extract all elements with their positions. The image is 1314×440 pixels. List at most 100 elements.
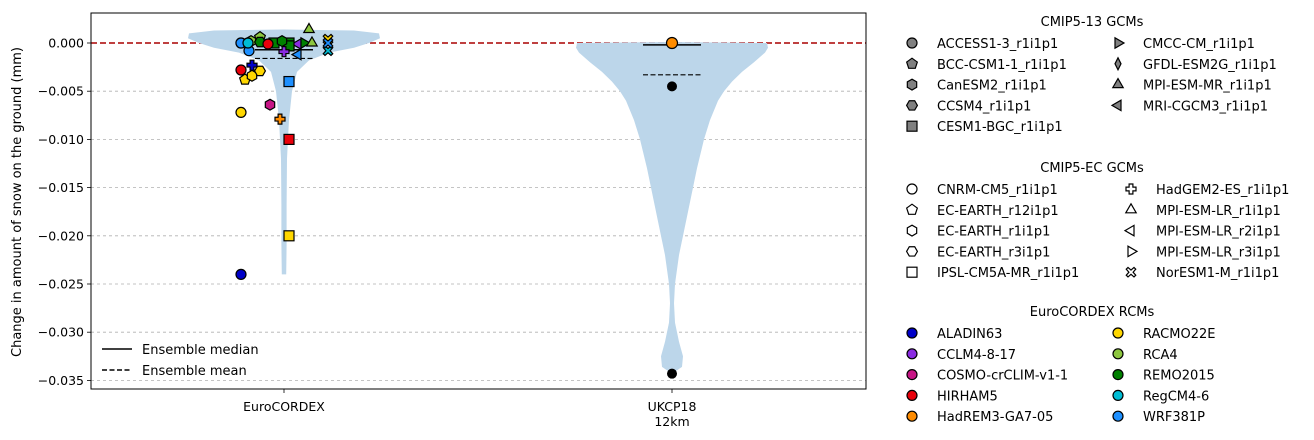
data-point [667, 368, 677, 379]
legend-label: MPI-ESM-LR_r1i1p1 [1156, 204, 1281, 219]
legend-label: RCA4 [1143, 348, 1178, 363]
legend-label: REMO2015 [1143, 369, 1215, 384]
legend-marker [905, 203, 919, 215]
data-point [667, 81, 677, 92]
violin-0 [188, 29, 380, 275]
legend-marker [905, 246, 919, 257]
y-tick-label: −0.010 [38, 132, 84, 147]
gridlines [91, 42, 866, 381]
y-tick-label: −0.020 [38, 228, 84, 243]
stats-legend-label: Ensemble mean [142, 364, 247, 379]
legend-label: RACMO22E [1143, 327, 1215, 342]
legend-marker [906, 78, 918, 91]
legend-label: RegCM4-6 [1143, 389, 1209, 404]
legend-label: EC-EARTH_r12i1p1 [937, 204, 1059, 219]
axes: 0.000 −0.005 −0.010 −0.015 −0.020 −0.025 −0.03… [38, 12, 867, 429]
legend-label: EC-EARTH_r1i1p1 [937, 225, 1050, 240]
legend-label: CESM1-BGC_r1i1p1 [937, 120, 1063, 135]
legend-label: ACCESS1-3_r1i1p1 [937, 37, 1058, 52]
y-tick-label: −0.015 [38, 180, 84, 195]
data-point [276, 34, 288, 48]
legend-marker [1112, 410, 1124, 422]
stats-legend: Ensemble median Ensemble mean [102, 343, 259, 379]
legend-label: CNRM-CM5_r1i1p1 [937, 183, 1058, 198]
data-point [274, 113, 286, 125]
data-point [264, 98, 276, 111]
legend-marker [1112, 327, 1124, 339]
legend-label: CanESM2_r1i1p1 [937, 79, 1047, 94]
data-point [235, 106, 247, 119]
data-point [235, 268, 247, 280]
y-axis-label: Change in amount of snow on the ground (… [10, 47, 25, 357]
data-point [290, 48, 302, 61]
data-point [665, 36, 679, 50]
legend-marker [1110, 99, 1122, 112]
legend-title: CMIP5-EC GCMs [1040, 161, 1144, 176]
legend-marker [1127, 245, 1139, 258]
x-tick-label: UKCP18 [648, 399, 697, 414]
legend-marker [1112, 369, 1124, 381]
legend-marker [906, 369, 918, 381]
legend-label: HadGEM2-ES_r1i1p1 [1156, 183, 1289, 198]
legend-marker [906, 183, 918, 195]
plot-frame [90, 12, 867, 390]
legend-label: CCSM4_r1i1p1 [937, 99, 1031, 114]
legend-title: CMIP5-13 GCMs [1041, 15, 1144, 30]
violin-1 [576, 42, 768, 374]
data-point [253, 65, 267, 77]
legend-label: EC-EARTH_r3i1p1 [937, 245, 1050, 260]
legend-marker [1114, 56, 1122, 72]
legend-label: MPI-ESM-MR_r1i1p1 [1143, 79, 1272, 94]
legend-label: IPSL-CM5A-MR_r1i1p1 [937, 266, 1079, 281]
legend-label: CMCC-CM_r1i1p1 [1143, 37, 1255, 52]
legend-marker [906, 266, 918, 278]
data-point [302, 22, 316, 34]
legend-marker [906, 120, 918, 132]
data-point [283, 75, 295, 88]
x-tick-label: EuroCORDEX [243, 399, 325, 414]
legend-marker [1111, 77, 1125, 89]
data-point [322, 37, 334, 49]
legend-label: GFDL-ESM2G_r1i1p1 [1143, 58, 1277, 73]
y-tick-label: −0.005 [38, 84, 84, 99]
legend-marker [906, 224, 918, 237]
legend-label: MPI-ESM-LR_r3i1p1 [1156, 245, 1281, 260]
legend-marker [1124, 202, 1138, 214]
data-point [305, 35, 319, 47]
legend-marker [1112, 348, 1124, 360]
legend-label: MPI-ESM-LR_r2i1p1 [1156, 225, 1281, 240]
legend-marker [1112, 389, 1124, 401]
legend-label: BCC-CSM1-1_r1i1p1 [937, 58, 1067, 73]
legend-label: NorESM1-M_r1i1p1 [1156, 266, 1279, 281]
legend-label: HadREM3-GA7-05 [937, 410, 1053, 425]
y-tick-label: −0.025 [38, 277, 84, 292]
legend-label: CCLM4-8-17 [937, 348, 1016, 363]
legend-marker [1125, 266, 1137, 278]
violins [188, 29, 768, 374]
data-point [283, 133, 295, 145]
legend-marker [905, 57, 919, 69]
legend-marker [1125, 183, 1137, 195]
legend-marker [1123, 224, 1135, 237]
legend-title: EuroCORDEX RCMs [1030, 305, 1155, 320]
legend-label: WRF381P [1143, 410, 1205, 425]
y-tick-label: −0.030 [38, 325, 84, 340]
legend-marker [906, 389, 918, 401]
legend-marker [906, 37, 918, 49]
legend-label: HIRHAM5 [937, 389, 998, 404]
legend-marker [906, 327, 918, 339]
legend-label: MRI-CGCM3_r1i1p1 [1143, 99, 1268, 114]
data-point [278, 46, 290, 58]
legend-label: ALADIN63 [937, 327, 1002, 342]
y-tick-label: −0.035 [38, 373, 84, 388]
model-legends: CMIP5-13 GCMs ACCESS1-3_r1i1p1 BCC-CSM1-1_… [905, 15, 1289, 425]
data-point [283, 230, 295, 242]
x-tick-label: 12km [654, 414, 689, 429]
legend-marker [905, 100, 919, 111]
data-point [262, 38, 274, 50]
data-point [246, 59, 258, 71]
data-point [235, 64, 247, 76]
stats-legend-label: Ensemble median [142, 343, 259, 358]
data-point [300, 36, 312, 50]
